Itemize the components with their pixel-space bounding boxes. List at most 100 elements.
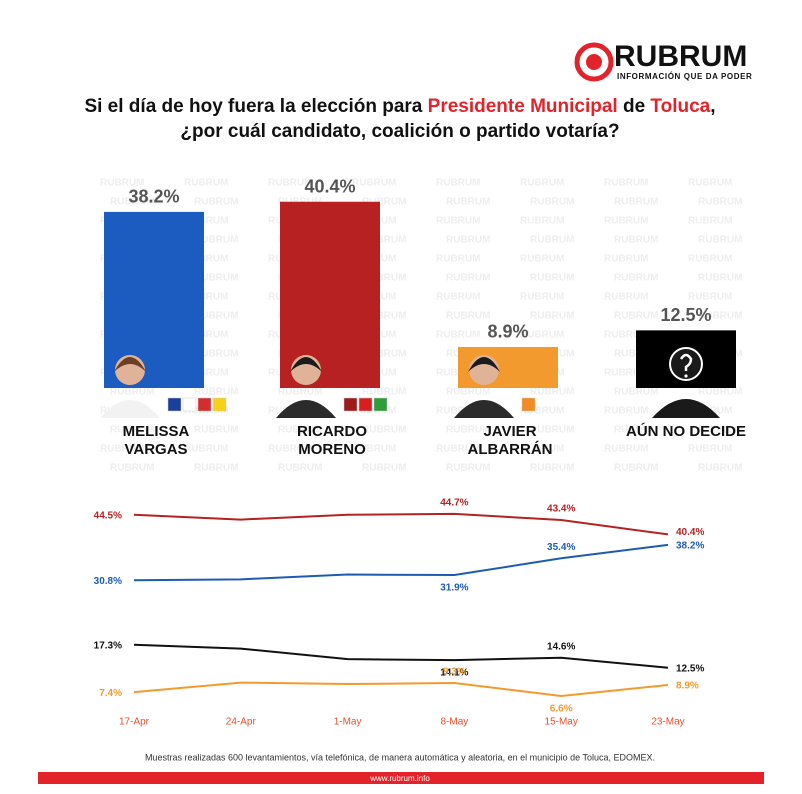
logo-ring — [574, 42, 614, 82]
point-label: 30.8% — [94, 576, 122, 587]
watermark: RUBRUM — [698, 197, 742, 208]
watermark: RUBRUM — [520, 292, 564, 303]
watermark: RUBRUM — [520, 178, 564, 189]
series-line — [133, 643, 669, 669]
party-logo — [182, 397, 197, 412]
point-label: 8.9% — [676, 681, 699, 692]
party-logo — [521, 397, 536, 412]
watermark: RUBRUM — [110, 463, 154, 474]
category-label: RICARDO MORENO — [297, 423, 367, 458]
watermark: RUBRUM — [110, 387, 154, 398]
point-label: 12.5% — [676, 663, 704, 674]
watermark: RUBRUM — [604, 444, 648, 455]
series-line — [133, 681, 669, 697]
title-line-1: Si el día de hoy fuera la elección para … — [84, 96, 715, 117]
watermark: RUBRUM — [530, 273, 574, 284]
value-label: 8.9% — [487, 322, 528, 342]
series-line — [133, 543, 669, 582]
watermark: RUBRUM — [184, 254, 228, 265]
watermark: RUBRUM — [446, 197, 490, 208]
watermark: RUBRUM — [362, 349, 406, 360]
party-logo — [373, 397, 388, 412]
watermark: RUBRUM — [688, 444, 732, 455]
watermark: RUBRUM — [194, 387, 238, 398]
watermark: RUBRUM — [278, 463, 322, 474]
watermark: RUBRUM — [614, 235, 658, 246]
portrait-hair — [114, 357, 146, 372]
value-label: 40.4% — [304, 177, 355, 197]
series-line — [133, 512, 669, 536]
watermark: RUBRUM — [268, 444, 312, 455]
party-logo — [212, 397, 227, 412]
point-label: 6.6% — [550, 704, 573, 715]
footer-url: www.rubrum.info — [369, 774, 430, 783]
watermark: RUBRUM — [194, 425, 238, 436]
watermark: RUBRUM — [530, 235, 574, 246]
logo-dot — [586, 54, 602, 70]
x-tick-label: 1-May — [334, 717, 362, 728]
logo: RUBRUM INFORMACIÓN QUE DA PODER — [574, 40, 752, 82]
watermark: RUBRUM — [362, 463, 406, 474]
category-label: JAVIER ALBARRÁN — [468, 423, 553, 458]
value-label: 38.2% — [128, 187, 179, 207]
x-tick-label: 8-May — [441, 717, 469, 728]
watermark: RUBRUM — [520, 330, 564, 341]
watermark: RUBRUM — [436, 292, 480, 303]
watermark: RUBRUM — [194, 349, 238, 360]
watermark: RUBRUM — [100, 444, 144, 455]
footer-note: Muestras realizadas 600 levantamientos, … — [145, 752, 655, 762]
watermark: RUBRUM — [520, 444, 564, 455]
watermark: RUBRUM — [604, 254, 648, 265]
x-tick-label: 15-May — [545, 717, 578, 728]
portrait-body — [454, 400, 514, 418]
watermark: RUBRUM — [184, 368, 228, 379]
watermark: RUBRUM — [436, 178, 480, 189]
title-part: de — [618, 96, 651, 117]
watermark: RUBRUM — [530, 425, 574, 436]
watermark: RUBRUM — [362, 197, 406, 208]
watermark: RUBRUM — [446, 311, 490, 322]
point-label: 17.3% — [94, 640, 122, 651]
watermark: RUBRUM — [436, 254, 480, 265]
watermark: RUBRUM — [698, 387, 742, 398]
point-label: 35.4% — [547, 542, 575, 553]
point-label: 43.4% — [547, 504, 575, 515]
watermark: RUBRUM — [520, 406, 564, 417]
watermark: RUBRUM — [362, 235, 406, 246]
portrait-hair — [468, 357, 500, 372]
watermark: RUBRUM — [110, 197, 154, 208]
watermark: RUBRUM — [194, 311, 238, 322]
watermark: RUBRUM — [278, 387, 322, 398]
x-tick-label: 17-Apr — [119, 717, 150, 728]
watermark: RUBRUM — [184, 178, 228, 189]
watermark: RUBRUM — [184, 292, 228, 303]
x-tick-label: 24-Apr — [226, 717, 257, 728]
watermark: RUBRUM — [698, 273, 742, 284]
point-label: 31.9% — [440, 583, 468, 594]
portrait-hair — [290, 357, 322, 372]
question-mark — [679, 353, 693, 371]
watermark: RUBRUM — [688, 216, 732, 227]
bar-chart: 38.2% MELISSA VARGAS 40.4% RICARDO MORENO 8.9%… — [100, 177, 746, 458]
title-part: , — [710, 96, 715, 117]
point-label: 7.4% — [99, 688, 122, 699]
title-line-2: ¿por cuál candidato, coalición o partido… — [180, 121, 619, 142]
watermark: RUBRUM — [604, 178, 648, 189]
watermark: RUBRUM — [604, 216, 648, 227]
party-logo — [167, 397, 182, 412]
watermark: RUBRUM — [436, 406, 480, 417]
bar — [280, 201, 380, 388]
point-label: 40.4% — [676, 527, 704, 538]
watermark: RUBRUM — [268, 178, 312, 189]
portrait-body — [276, 400, 336, 418]
silhouette-body — [652, 399, 720, 418]
watermark: RUBRUM — [436, 216, 480, 227]
point-label: 14.6% — [547, 641, 575, 652]
watermark: RUBRUM — [520, 254, 564, 265]
watermark: RUBRUM — [698, 235, 742, 246]
watermark: RUBRUM — [110, 425, 154, 436]
watermark: RUBRUM — [194, 273, 238, 284]
silhouette-head — [669, 347, 703, 381]
